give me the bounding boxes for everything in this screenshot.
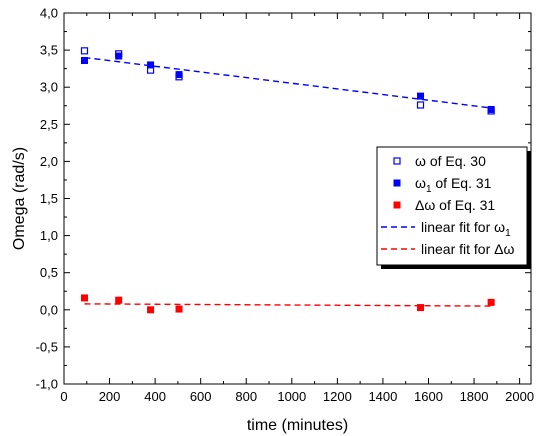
x-tick-label: 2000 (505, 389, 534, 404)
x-tick-label: 1200 (323, 389, 352, 404)
x-tick-label: 800 (235, 389, 257, 404)
legend-label-subscript: 1 (426, 184, 432, 195)
legend-label-main: linear fit for ω (421, 219, 505, 235)
fit-line-4 (84, 303, 492, 307)
y-tick-label: 0,5 (40, 265, 58, 280)
x-tick-label: 600 (190, 389, 212, 404)
legend-box (376, 146, 528, 266)
x-tick-label: 400 (144, 389, 166, 404)
y-tick-label: 0,0 (40, 302, 58, 317)
legend-label-subscript: 1 (505, 228, 511, 239)
x-tick-label: 1000 (277, 389, 306, 404)
x-tick-label: 1800 (460, 389, 489, 404)
series-0-point (80, 47, 89, 55)
series-0-point (416, 101, 425, 109)
legend-label: Δω of Eq. 31 (415, 197, 495, 213)
series-2-point (115, 296, 123, 304)
series-1-point (417, 92, 425, 100)
x-tick-label: 200 (99, 389, 121, 404)
series-2-point (417, 304, 425, 312)
series-2-point (487, 298, 495, 306)
series-2-point (81, 294, 89, 302)
x-axis-title: time (minutes) (247, 417, 348, 434)
y-tick-label: 2,5 (40, 117, 58, 132)
y-tick-label: 4,0 (40, 6, 58, 21)
legend-label-main: Δω of Eq. 31 (415, 197, 495, 213)
legend-label: linear fit for ω1 (421, 219, 511, 239)
series-1-point (81, 56, 89, 64)
plot-area (80, 47, 495, 314)
series-2-point (175, 305, 183, 313)
legend-label-main: linear fit for Δω (421, 241, 514, 257)
y-tick-label: 3,5 (40, 43, 58, 58)
legend-label: ω of Eq. 30 (415, 153, 486, 169)
series-2-point (147, 306, 155, 314)
y-tick-label: 3,0 (40, 80, 58, 95)
legend-label-main: ω (415, 175, 426, 191)
series-1-point (147, 61, 155, 69)
legend-symbol (393, 201, 401, 209)
legend-symbol (393, 157, 401, 165)
y-tick-label: -1,0 (36, 377, 58, 392)
legend-label: ω1 of Eq. 31 (415, 175, 492, 195)
series-1-point (487, 105, 495, 113)
legend-label: linear fit for Δω (421, 241, 514, 257)
series-1-point (115, 52, 123, 60)
axes: 0 200 400 600 800 1000 1200 1400 1600 1800 2000 -1,… (36, 6, 534, 405)
legend-symbol (393, 179, 401, 187)
y-tick-label: -0,5 (36, 339, 58, 354)
x-tick-label: 1600 (414, 389, 443, 404)
y-axis-title: Omega (rad/s) (11, 147, 28, 250)
x-tick-label: 0 (60, 389, 67, 404)
legend-label-main: ω of Eq. 30 (415, 153, 486, 169)
y-tick-label: 1,0 (40, 228, 58, 243)
x-tick-label: 1400 (368, 389, 397, 404)
series-1-point (175, 71, 183, 79)
y-tick-label: 1,5 (40, 191, 58, 206)
legend-label-rest: of Eq. 31 (432, 175, 492, 191)
y-tick-label: 2,0 (40, 154, 58, 169)
